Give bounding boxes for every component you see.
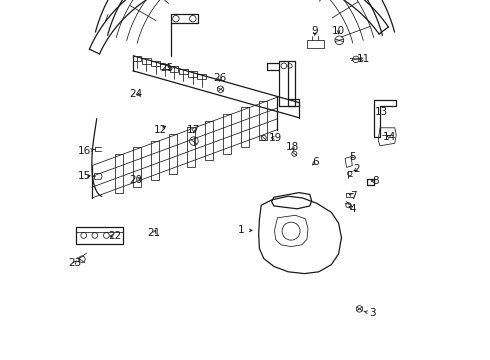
Bar xyxy=(188,71,197,77)
Text: 17: 17 xyxy=(187,125,200,135)
Text: 20: 20 xyxy=(129,175,143,185)
Bar xyxy=(151,140,159,180)
Bar xyxy=(242,107,248,147)
Text: 18: 18 xyxy=(286,142,299,152)
Bar xyxy=(160,64,169,69)
Text: 22: 22 xyxy=(108,231,122,241)
Bar xyxy=(179,69,188,74)
Bar xyxy=(76,227,122,244)
Text: 9: 9 xyxy=(312,26,318,36)
Text: 3: 3 xyxy=(364,308,376,318)
Bar xyxy=(133,147,141,187)
Text: 21: 21 xyxy=(147,228,161,238)
Bar xyxy=(142,58,150,64)
Text: 10: 10 xyxy=(332,26,345,36)
Bar xyxy=(133,56,141,61)
Bar xyxy=(197,74,206,80)
Text: 23: 23 xyxy=(68,258,81,268)
Bar xyxy=(223,114,231,154)
Text: 5: 5 xyxy=(350,152,356,162)
Text: 26: 26 xyxy=(213,73,226,84)
Bar xyxy=(151,61,160,66)
Text: 16: 16 xyxy=(78,146,94,156)
Text: 4: 4 xyxy=(349,204,356,214)
Text: 2: 2 xyxy=(353,164,360,174)
Text: 13: 13 xyxy=(374,107,388,117)
Text: 24: 24 xyxy=(130,89,143,99)
Text: 12: 12 xyxy=(154,125,167,135)
Bar xyxy=(259,101,267,140)
Bar xyxy=(170,66,178,72)
Text: 15: 15 xyxy=(78,171,92,181)
Text: 11: 11 xyxy=(357,54,370,64)
Bar xyxy=(187,127,195,167)
Text: 19: 19 xyxy=(269,133,282,143)
Text: 14: 14 xyxy=(382,132,395,142)
Bar xyxy=(205,121,213,160)
Text: 8: 8 xyxy=(371,176,379,186)
Text: 6: 6 xyxy=(312,157,318,167)
Text: 7: 7 xyxy=(349,191,356,201)
Bar xyxy=(307,40,324,48)
Text: 25: 25 xyxy=(160,63,173,73)
Bar xyxy=(170,134,176,174)
Text: 1: 1 xyxy=(238,225,252,235)
Bar xyxy=(116,154,122,193)
